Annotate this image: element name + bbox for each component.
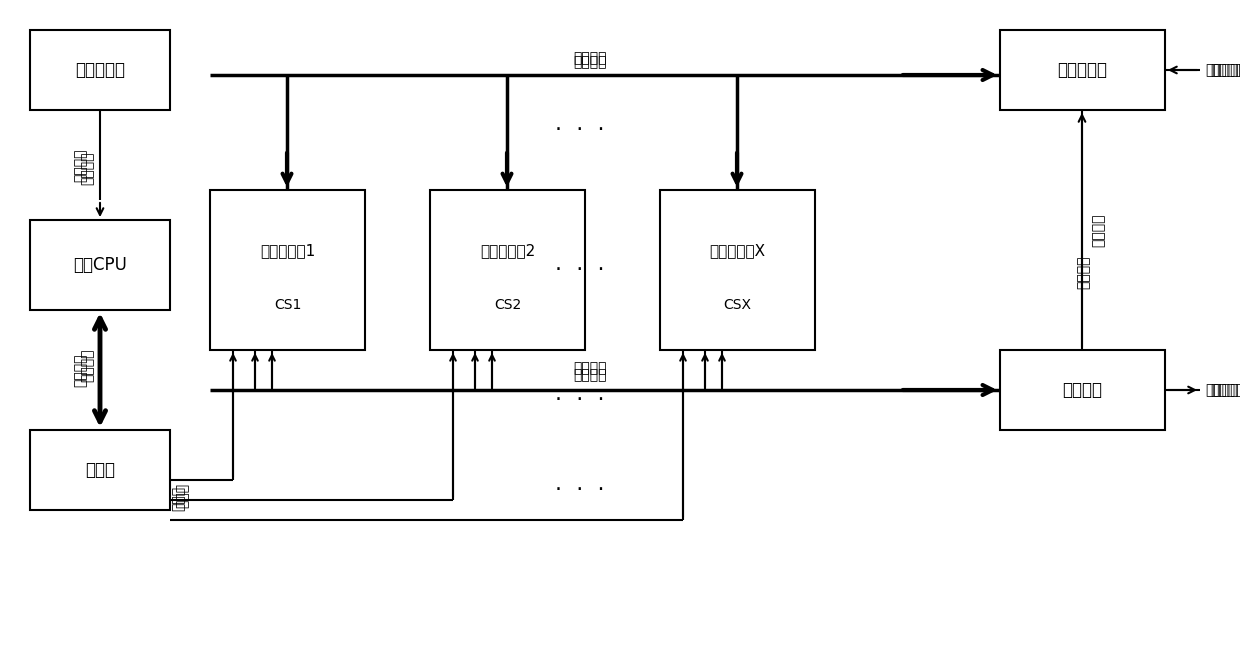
Text: 译码器: 译码器 xyxy=(86,461,115,479)
Bar xyxy=(999,30,1166,110)
Text: 外同步时钟: 外同步时钟 xyxy=(1210,63,1240,77)
Bar xyxy=(999,350,1166,430)
Text: 片选码: 片选码 xyxy=(171,486,185,510)
Text: 地址总线: 地址总线 xyxy=(573,55,606,69)
Text: ·  ·  ·: · · · xyxy=(556,480,605,500)
Text: 数据总线: 数据总线 xyxy=(573,361,606,375)
Text: 片选码: 片选码 xyxy=(175,482,188,508)
Text: 能量控制: 能量控制 xyxy=(73,148,87,182)
Text: CS1: CS1 xyxy=(274,298,301,312)
Text: 控制信号: 控制信号 xyxy=(1205,383,1239,397)
Text: ·  ·  ·: · · · xyxy=(556,390,605,410)
Text: 数据总线: 数据总线 xyxy=(573,368,606,382)
Text: 止计数器: 止计数器 xyxy=(1091,214,1105,247)
Text: ·  ·  ·: · · · xyxy=(556,260,605,280)
Text: CSX: CSX xyxy=(723,298,751,312)
Bar xyxy=(30,30,170,110)
Bar xyxy=(30,430,170,510)
Text: 信号存储器X: 信号存储器X xyxy=(709,243,765,258)
Text: ·  ·  ·: · · · xyxy=(556,120,605,140)
Bar xyxy=(210,190,365,350)
Text: 上位工控机: 上位工控机 xyxy=(74,61,125,79)
Text: 片选编码: 片选编码 xyxy=(73,353,87,387)
Text: 片选编码: 片选编码 xyxy=(81,348,94,381)
Text: CS2: CS2 xyxy=(494,298,521,312)
Bar xyxy=(430,190,585,350)
Text: 地址总线: 地址总线 xyxy=(573,51,606,65)
Bar xyxy=(30,220,170,310)
Text: 控制信号: 控制信号 xyxy=(1210,383,1240,397)
Text: 控制CPU: 控制CPU xyxy=(73,256,126,274)
Text: 信号存储器1: 信号存储器1 xyxy=(260,243,315,258)
Text: 外同步时钟: 外同步时钟 xyxy=(1205,63,1240,77)
Text: 寻址计数器: 寻址计数器 xyxy=(1058,61,1107,79)
Text: 信号存储器2: 信号存储器2 xyxy=(480,243,536,258)
Text: 驱动单元: 驱动单元 xyxy=(1063,381,1102,399)
Text: 止计数器: 止计数器 xyxy=(1076,255,1090,289)
Bar xyxy=(660,190,815,350)
Text: 能量控制: 能量控制 xyxy=(81,151,94,185)
